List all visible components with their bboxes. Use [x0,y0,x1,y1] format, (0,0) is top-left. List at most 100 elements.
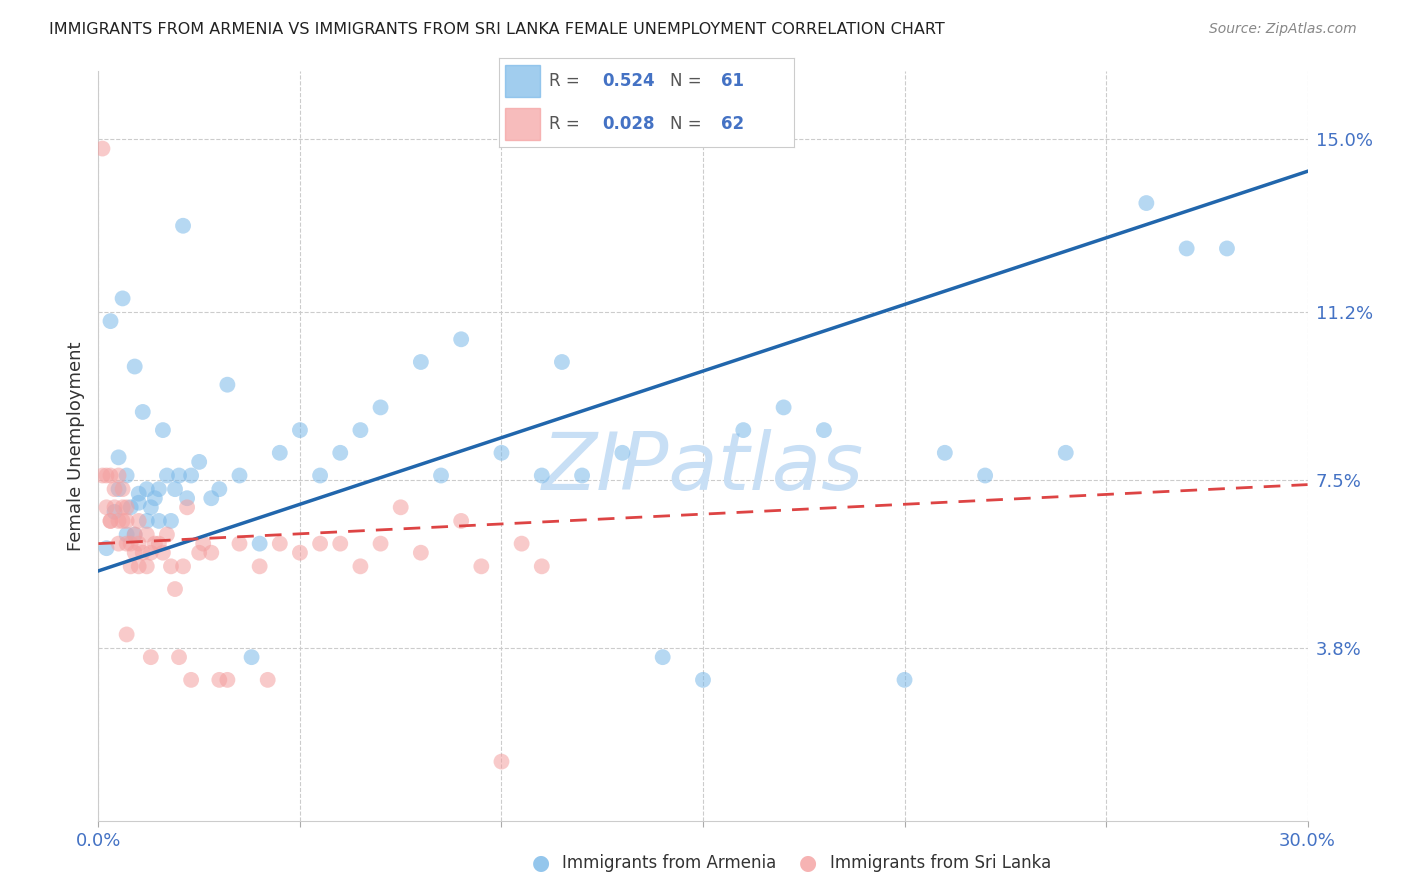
Point [115,627,138,641]
Point [96,500,118,515]
Point [651,650,673,665]
Point [156,527,179,541]
Point [148,536,170,550]
Point [103,505,125,519]
Point [934,446,956,460]
Text: ●: ● [533,854,550,873]
Point [124,527,146,541]
Point [167,650,190,665]
Point [107,468,129,483]
Point [551,355,574,369]
Point [91,468,114,483]
Bar [505,108,540,140]
Point [240,650,263,665]
Point [571,468,593,483]
Point [100,514,122,528]
Point [491,446,513,460]
Point [228,536,250,550]
Point [470,559,492,574]
Point [163,482,186,496]
Point [143,536,166,550]
Point [111,500,134,515]
Point [692,673,714,687]
Point [160,559,183,574]
Text: ZIPatlas: ZIPatlas [541,429,865,508]
Point [115,500,138,515]
Point [132,546,155,560]
Point [148,482,170,496]
Point [139,500,162,515]
Y-axis label: Female Unemployment: Female Unemployment [66,342,84,550]
Text: ●: ● [800,854,817,873]
Text: 0.028: 0.028 [603,115,655,133]
Point [128,486,150,500]
Point [176,491,198,506]
Point [974,468,997,483]
Point [111,292,134,306]
Point [120,500,142,515]
Point [172,559,194,574]
Point [200,546,222,560]
Point [115,536,138,550]
Point [128,536,150,550]
Text: R =: R = [550,115,585,133]
Point [120,559,142,574]
Point [115,527,138,541]
Point [450,332,472,346]
Point [612,446,634,460]
Point [491,755,513,769]
Point [389,500,412,515]
Point [217,673,239,687]
Point [217,377,239,392]
Point [772,401,794,415]
Point [152,546,174,560]
Point [172,219,194,233]
Text: Source: ZipAtlas.com: Source: ZipAtlas.com [1209,22,1357,37]
Point [135,527,157,541]
Point [100,514,122,528]
Point [208,673,231,687]
Point [180,673,202,687]
Point [120,536,142,550]
Point [1216,242,1239,256]
Point [309,536,332,550]
Point [893,673,915,687]
Point [228,468,250,483]
Point [139,546,162,560]
Point [1054,446,1077,460]
Point [156,468,179,483]
Text: 0.524: 0.524 [603,72,655,90]
Point [124,527,146,541]
Point [1175,242,1198,256]
Point [100,468,122,483]
Point [115,514,138,528]
Point [111,514,134,528]
Point [96,541,118,556]
Text: N =: N = [671,115,707,133]
Text: IMMIGRANTS FROM ARMENIA VS IMMIGRANTS FROM SRI LANKA FEMALE UNEMPLOYMENT CORRELA: IMMIGRANTS FROM ARMENIA VS IMMIGRANTS FR… [49,22,945,37]
Point [1135,196,1157,211]
Point [128,559,150,574]
Point [107,482,129,496]
Text: Immigrants from Sri Lanka: Immigrants from Sri Lanka [830,855,1050,872]
Point [115,468,138,483]
Point [370,401,392,415]
Point [309,468,332,483]
Point [128,514,150,528]
Text: Immigrants from Armenia: Immigrants from Armenia [562,855,776,872]
Point [193,536,215,550]
Point [256,673,278,687]
Text: R =: R = [550,72,585,90]
Point [813,423,835,437]
Point [143,491,166,506]
Point [530,468,553,483]
Point [249,536,271,550]
Point [167,468,190,483]
Point [349,559,371,574]
Point [135,559,157,574]
Text: 62: 62 [720,115,744,133]
Point [107,536,129,550]
Point [124,546,146,560]
Point [91,142,114,156]
Point [107,514,129,528]
